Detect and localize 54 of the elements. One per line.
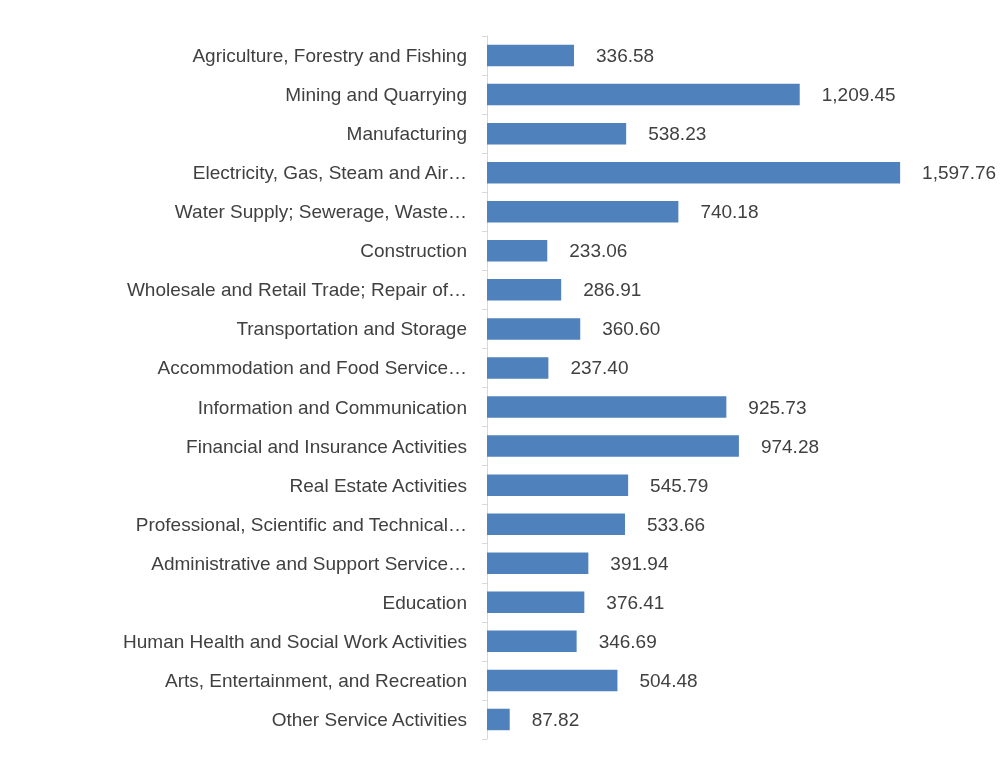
bar <box>487 279 562 301</box>
y-tick-label: Mining and Quarrying <box>285 84 467 106</box>
bar <box>487 201 679 223</box>
y-tick-label: Transportation and Storage <box>236 318 467 340</box>
bar <box>487 83 800 106</box>
y-tick-label: Water Supply; Sewerage, Waste… <box>174 201 467 223</box>
data-label: 533.66 <box>646 513 706 535</box>
bar <box>487 708 510 731</box>
data-label: 360.60 <box>602 318 661 340</box>
data-label: 925.73 <box>748 396 807 418</box>
data-label: 545.79 <box>650 474 709 496</box>
bar <box>487 240 548 262</box>
data-label: 740.18 <box>700 201 759 223</box>
data-label: 336.58 <box>596 45 655 67</box>
y-tick-label: Agriculture, Forestry and Fishing <box>192 45 467 67</box>
y-tick-label: Other Service Activities <box>271 708 467 730</box>
y-tick-label: Professional, Scientific and Technical… <box>135 513 467 535</box>
data-label: 87.82 <box>531 708 580 730</box>
bar <box>487 669 618 692</box>
data-label: 1,597.76 <box>922 162 997 184</box>
bar <box>487 318 581 340</box>
bar <box>487 474 629 496</box>
bar <box>487 44 575 67</box>
y-tick-label: Real Estate Activities <box>289 474 467 496</box>
y-tick-label: Construction <box>360 240 467 262</box>
data-label: 974.28 <box>760 435 820 457</box>
bar <box>487 396 727 418</box>
y-tick-label: Financial and Insurance Activities <box>186 435 467 457</box>
data-label: 504.48 <box>639 669 698 691</box>
data-label: 286.91 <box>583 279 642 301</box>
bar <box>487 552 589 574</box>
bar <box>487 357 549 379</box>
bar <box>487 435 739 457</box>
y-tick-label: Electricity, Gas, Steam and Air… <box>192 162 467 184</box>
data-label: 233.06 <box>569 240 628 262</box>
y-tick-label: Human Health and Social Work Activities <box>123 630 467 652</box>
bar <box>487 513 625 535</box>
data-label: 376.41 <box>606 591 665 613</box>
y-tick-label: Information and Communication <box>197 396 467 418</box>
y-tick-label: Administrative and Support Service… <box>151 552 467 574</box>
bar <box>487 630 577 653</box>
y-tick-label: Accommodation and Food Service… <box>157 357 467 379</box>
data-label: 346.69 <box>598 630 657 652</box>
y-tick-label: Arts, Entertainment, and Recreation <box>164 669 467 691</box>
bar <box>487 161 901 184</box>
bar <box>487 122 627 145</box>
data-label: 391.94 <box>610 552 669 574</box>
y-tick-label: Manufacturing <box>346 123 467 145</box>
y-tick-label: Education <box>382 591 467 613</box>
data-label: 538.23 <box>648 123 707 145</box>
data-label: 1,209.45 <box>821 84 896 106</box>
bar <box>487 591 585 614</box>
data-label: 237.40 <box>570 357 629 379</box>
y-tick-label: Wholesale and Retail Trade; Repair of… <box>126 279 467 301</box>
